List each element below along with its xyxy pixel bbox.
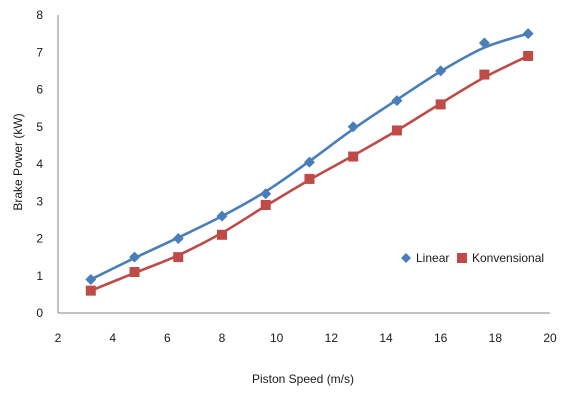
data-point-konvensional xyxy=(85,285,96,296)
data-point-linear xyxy=(216,210,228,222)
y-axis-title: Brake Power (kW) xyxy=(11,113,25,210)
series-linear xyxy=(85,28,534,285)
trendline-linear xyxy=(90,32,529,281)
data-point-konvensional xyxy=(173,252,184,263)
legend-label: Konvensional xyxy=(472,251,544,265)
legend: Linear Konvensional xyxy=(401,251,544,265)
data-point-linear xyxy=(522,28,534,40)
data-point-linear xyxy=(260,188,272,200)
x-tick-label: 14 xyxy=(379,331,393,345)
y-tick-label: 0 xyxy=(36,306,43,320)
data-point-konvensional xyxy=(479,69,490,80)
data-point-konvensional xyxy=(260,199,271,210)
data-point-linear xyxy=(303,156,315,168)
data-point-konvensional xyxy=(129,267,140,278)
legend-label: Linear xyxy=(416,251,449,265)
data-point-konvensional xyxy=(217,229,227,240)
data-point-konvensional xyxy=(523,50,534,61)
x-axis-title: Piston Speed (m/s) xyxy=(252,372,354,386)
x-tick-label: 10 xyxy=(270,331,284,345)
data-point-linear xyxy=(478,37,490,49)
x-tick-label: 12 xyxy=(325,331,339,345)
y-tick-label: 6 xyxy=(36,83,43,97)
y-tick-label: 4 xyxy=(36,157,43,171)
legend-marker-square xyxy=(457,253,467,263)
data-point-linear xyxy=(391,95,403,107)
x-tick-label: 2 xyxy=(55,331,62,345)
legend-item-konvensional: Konvensional xyxy=(457,251,544,265)
y-tick-label: 1 xyxy=(36,269,43,283)
data-point-konvensional xyxy=(435,99,446,110)
x-tick-label: 4 xyxy=(109,331,116,345)
x-tick-label: 16 xyxy=(434,331,448,345)
data-point-konvensional xyxy=(348,151,359,162)
x-tick-label: 8 xyxy=(219,331,226,345)
y-tick-label: 7 xyxy=(36,45,43,59)
data-point-linear xyxy=(85,273,97,285)
axes xyxy=(57,15,550,314)
data-point-linear xyxy=(129,251,141,263)
legend-item-linear: Linear xyxy=(401,251,449,265)
data-point-linear xyxy=(347,121,359,133)
y-tick-label: 8 xyxy=(36,8,43,22)
y-tick-label: 3 xyxy=(36,194,43,208)
y-tick-label: 5 xyxy=(36,120,43,134)
legend-marker-diamond xyxy=(401,253,411,263)
x-tick-label: 6 xyxy=(164,331,171,345)
x-tick-label: 20 xyxy=(543,331,557,345)
data-point-konvensional xyxy=(391,125,402,136)
series xyxy=(85,28,534,296)
x-tick-label: 18 xyxy=(489,331,503,345)
data-point-konvensional xyxy=(304,173,315,184)
series-konvensional xyxy=(85,50,534,296)
y-tick-label: 2 xyxy=(36,232,43,246)
data-point-linear xyxy=(172,233,184,244)
data-point-linear xyxy=(435,65,447,77)
